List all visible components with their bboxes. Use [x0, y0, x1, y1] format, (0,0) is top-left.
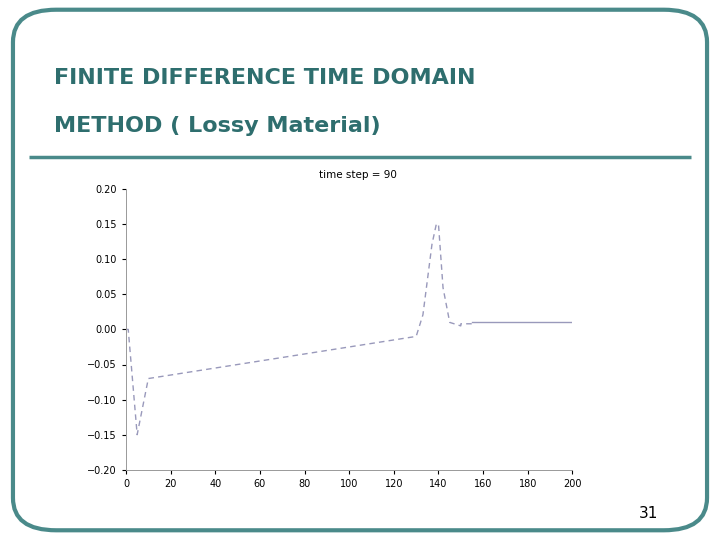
Text: FINITE DIFFERENCE TIME DOMAIN: FINITE DIFFERENCE TIME DOMAIN [54, 68, 475, 87]
FancyBboxPatch shape [13, 10, 707, 530]
Text: time step = 90: time step = 90 [319, 170, 397, 180]
Text: METHOD ( Lossy Material): METHOD ( Lossy Material) [54, 116, 381, 136]
Text: 31: 31 [639, 507, 657, 522]
